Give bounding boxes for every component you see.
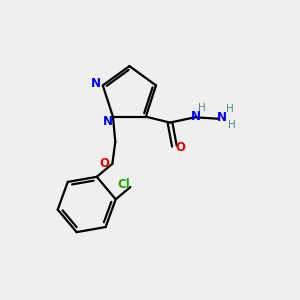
Text: N: N — [217, 111, 226, 124]
Text: Cl: Cl — [118, 178, 130, 190]
Text: N: N — [91, 76, 101, 90]
Text: N: N — [191, 110, 201, 123]
Text: O: O — [99, 157, 109, 170]
Text: O: O — [176, 141, 186, 154]
Text: H: H — [226, 104, 234, 114]
Text: H: H — [199, 103, 206, 113]
Text: N: N — [103, 116, 112, 128]
Text: H: H — [228, 120, 236, 130]
